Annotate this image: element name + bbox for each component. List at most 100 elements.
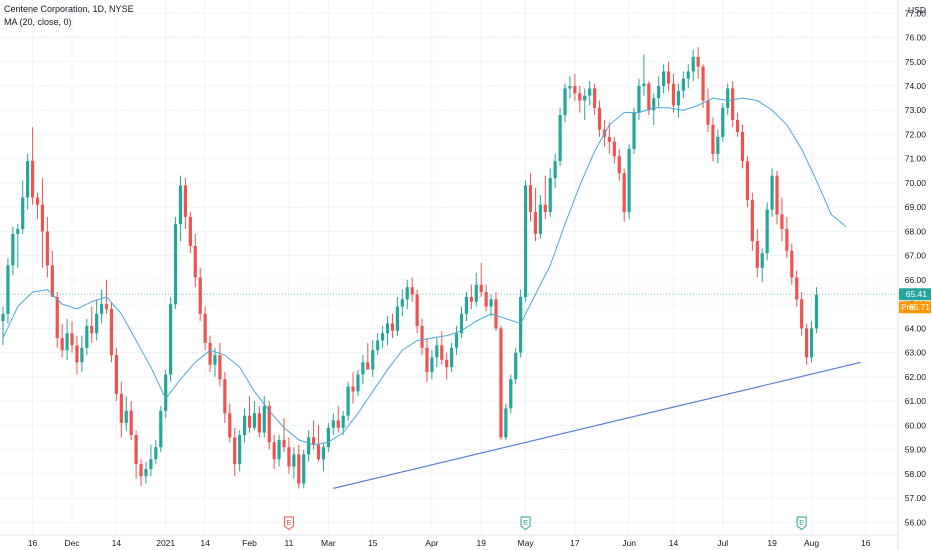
candle-body (662, 71, 666, 86)
candle-body (632, 112, 636, 150)
moving-average-line (2, 97, 847, 446)
candle-body (469, 296, 473, 302)
candle-body (543, 204, 547, 213)
price-tick-label: 62.00 (905, 372, 927, 382)
price-tick-label: 71.00 (905, 154, 927, 164)
earnings-marker-shape (796, 516, 807, 531)
candle-body (528, 185, 533, 213)
candle-body (302, 454, 306, 484)
time-axis[interactable]: 16 Dec 14 2021 14 Feb 11 Mar 15 Apr 19 May 17 Jun 14 Ju… (0, 534, 898, 548)
time-tick-label: 17 (570, 538, 580, 548)
candle-body (735, 119, 740, 133)
candle-body (622, 173, 626, 213)
earnings-marker[interactable]: E (283, 516, 294, 531)
candle-body (494, 299, 498, 329)
candle-body (558, 115, 562, 162)
price-tick-label: 63.00 (905, 348, 927, 358)
candle-body (371, 350, 375, 370)
time-tick-label: May (518, 538, 535, 548)
time-tick-label: Aug (804, 538, 819, 548)
candle-body (548, 178, 552, 213)
candle-body (183, 185, 188, 217)
candle-body (731, 88, 735, 120)
price-tick-label: 77.00 (905, 8, 927, 18)
candle-body (405, 287, 409, 300)
candle-body (400, 299, 404, 307)
candle-body (814, 294, 819, 329)
candle-body (26, 161, 30, 198)
candle-body (760, 253, 764, 268)
time-tick-label: Jun (622, 538, 636, 548)
candle-body (647, 83, 651, 111)
candle-body (583, 95, 587, 101)
candle-body (287, 447, 291, 467)
candle-body (499, 328, 503, 438)
last-price-badge (899, 288, 931, 301)
candle-body (247, 415, 252, 428)
time-tick-label: Jul (717, 538, 728, 548)
candle-body (607, 136, 611, 142)
candle-body (474, 284, 478, 302)
candle-body (701, 66, 705, 101)
candle-body (523, 185, 528, 297)
candle-body (745, 161, 750, 200)
candle-body (321, 447, 326, 460)
candle-body (124, 410, 128, 423)
candle-body (381, 333, 385, 341)
candle-body (573, 85, 577, 94)
candle-body (336, 420, 340, 428)
price-axis[interactable]: 56.00 57.00 58.00 59.00 60.00 61.00 62.00 63.00… (897, 0, 932, 550)
candle-body (800, 299, 804, 329)
candle-body (267, 405, 271, 443)
candle-body (765, 209, 769, 254)
candle-body (676, 90, 681, 106)
time-tick-label: Feb (242, 538, 257, 548)
time-tick-label: 2021 (156, 538, 175, 548)
candle-body (341, 415, 345, 428)
time-tick-label: 14 (200, 538, 210, 548)
candle-body (588, 88, 592, 96)
candle-body (45, 231, 49, 266)
candle-body (351, 386, 355, 392)
trendline[interactable] (333, 361, 861, 489)
earnings-marker[interactable]: E (796, 516, 807, 531)
candle-body (652, 98, 656, 111)
candle-body (139, 464, 143, 477)
earnings-marker[interactable]: E (520, 516, 531, 531)
candle-body (681, 78, 685, 91)
price-tick-label: 75.00 (905, 57, 927, 67)
candle-body (553, 161, 557, 179)
candle-body (242, 415, 247, 436)
candle-body (331, 420, 335, 428)
candle-body (346, 386, 350, 416)
candle-body (129, 410, 133, 436)
price-tick-label: 69.00 (905, 202, 927, 212)
price-tick-label: 70.00 (905, 178, 927, 188)
candle-body (173, 224, 178, 305)
candle-body (30, 161, 35, 198)
price-tick-label: 76.00 (905, 33, 927, 43)
candle-body (311, 437, 316, 445)
time-tick-label: Apr (425, 538, 438, 548)
candle-body (80, 347, 84, 363)
time-tick-label: 19 (767, 538, 777, 548)
time-tick-label: 14 (112, 538, 122, 548)
time-tick-label: 11 (285, 538, 294, 548)
chart-title: Centene Corporation, 1D, NYSE (4, 4, 134, 14)
candle-body (154, 447, 158, 460)
candle-body (726, 88, 730, 108)
earnings-marker-label: E (286, 518, 291, 527)
candle-body (16, 229, 20, 234)
candle-body (11, 233, 15, 266)
candle-body (90, 325, 94, 334)
candle-body (780, 214, 784, 230)
price-tick-label: 60.00 (905, 420, 927, 430)
candle-body (519, 296, 523, 353)
candle-body (178, 185, 183, 225)
candle-body (509, 379, 513, 409)
candle-body (390, 323, 395, 331)
candle-body (40, 204, 45, 232)
candle-body (366, 362, 370, 370)
candle-body (479, 284, 483, 293)
